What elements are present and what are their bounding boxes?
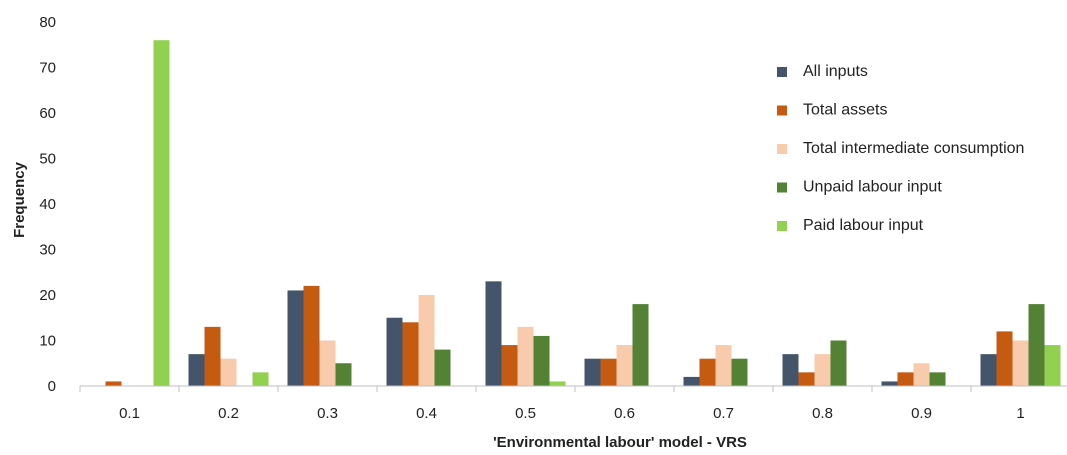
legend-swatch <box>777 221 787 231</box>
x-tick-label: 1 <box>1016 405 1024 422</box>
bar <box>220 358 237 386</box>
x-tick-label: 0.6 <box>614 405 635 422</box>
y-axis-title: Frequency <box>11 161 28 238</box>
legend-label: Total assets <box>803 102 887 119</box>
x-tick-label: 0.2 <box>218 405 239 422</box>
legend-swatch <box>777 67 787 77</box>
x-tick-label: 0.3 <box>317 405 338 422</box>
bar <box>683 376 700 386</box>
y-tick-label: 60 <box>39 105 56 122</box>
legend-label: Total intermediate consumption <box>803 140 1024 157</box>
bar <box>252 372 269 386</box>
bar <box>402 322 419 386</box>
bar <box>584 358 601 386</box>
bar <box>188 354 205 386</box>
y-tick-label: 50 <box>39 151 56 168</box>
legend-label: All inputs <box>803 63 868 80</box>
bar <box>501 345 518 386</box>
bar <box>485 281 502 386</box>
bar <box>814 354 831 386</box>
bar <box>798 372 815 386</box>
bar <box>204 326 221 386</box>
bar <box>517 326 534 386</box>
bar <box>1012 340 1029 386</box>
bar <box>929 372 946 386</box>
bar <box>600 358 617 386</box>
y-tick-label: 70 <box>39 60 56 77</box>
bar <box>782 354 799 386</box>
y-tick-label: 20 <box>39 287 56 304</box>
y-tick-label: 30 <box>39 242 56 259</box>
x-tick-label: 0.9 <box>911 405 932 422</box>
bar <box>980 354 997 386</box>
bar <box>105 381 122 386</box>
bar <box>303 285 320 386</box>
bars-group <box>105 40 1061 386</box>
bar <box>996 331 1013 386</box>
x-tick-label: 0.1 <box>119 405 140 422</box>
y-tick-label: 80 <box>39 14 56 31</box>
x-tick-label: 0.8 <box>812 405 833 422</box>
bar <box>386 317 403 386</box>
x-axis-title: 'Environmental labour' model - VRS <box>493 434 747 451</box>
bar <box>1044 345 1061 386</box>
bar <box>699 358 716 386</box>
legend-label: Unpaid labour input <box>803 179 942 196</box>
legend-swatch <box>777 105 787 116</box>
x-tick-label: 0.5 <box>515 405 536 422</box>
bar <box>715 345 732 386</box>
bar <box>881 381 898 386</box>
x-tick-label: 0.7 <box>713 405 734 422</box>
y-tick-label: 10 <box>39 333 56 350</box>
bar <box>153 40 170 386</box>
bar <box>434 349 451 386</box>
bar <box>287 290 304 386</box>
bar <box>418 295 435 386</box>
y-axis-ticks: 0 10 20 30 40 50 60 70 80 <box>39 14 56 395</box>
y-tick-label: 40 <box>39 196 56 213</box>
bar <box>319 340 336 386</box>
bar <box>1028 304 1045 386</box>
y-tick-label: 0 <box>48 378 56 395</box>
bar <box>913 363 930 386</box>
bar <box>830 340 847 386</box>
bar <box>616 345 633 386</box>
legend-swatch <box>777 182 787 193</box>
bar <box>549 381 566 386</box>
legend-swatch <box>777 144 787 154</box>
bar <box>632 304 649 386</box>
bar <box>335 363 352 386</box>
legend: All inputs Total assets Total intermediate… <box>777 63 1024 234</box>
bar <box>731 358 748 386</box>
bar <box>533 335 550 386</box>
legend-label: Paid labour input <box>803 217 924 234</box>
x-tick-label: 0.4 <box>416 405 437 422</box>
bar <box>897 372 914 386</box>
x-axis-ticks: 0.1 0.2 0.3 0.4 0.5 0.6 0.7 0.8 0.9 1 <box>79 386 1025 422</box>
